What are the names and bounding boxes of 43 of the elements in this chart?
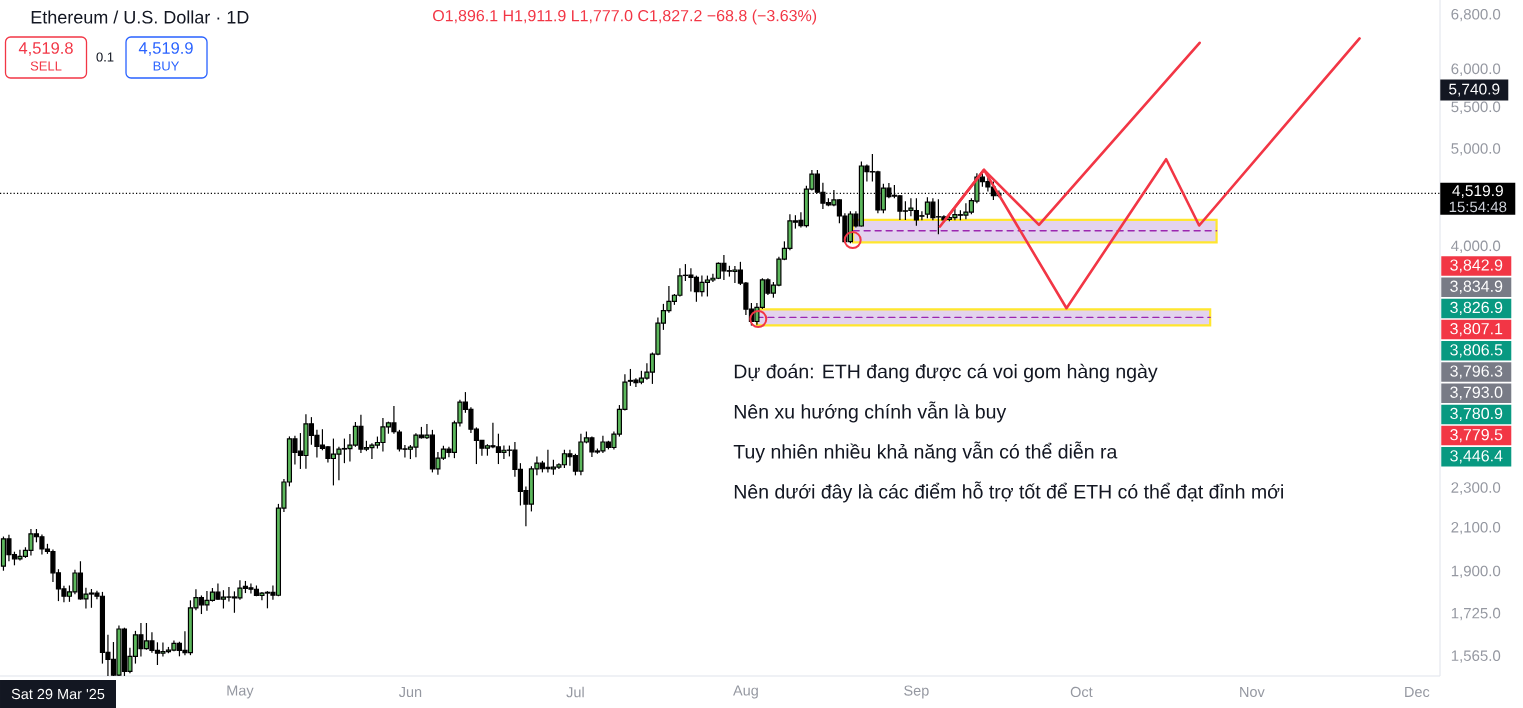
y-tick-label: 2,300.0: [1451, 482, 1501, 495]
annotation: 4,519.8: [18, 42, 73, 56]
x-tick-label: Jul: [566, 686, 584, 698]
x-tick-label: Oct: [1070, 686, 1093, 698]
annotation: BUY: [153, 61, 180, 71]
y-tick-label: 1,900.0: [1451, 565, 1501, 579]
y-tick-label: 1,725.0: [1451, 607, 1501, 621]
text: 3,806.5: [1450, 344, 1503, 358]
chart-title: Ethereum / U.S. Dollar · 1D: [31, 10, 249, 24]
y-tick-label: 5,500.0: [1451, 101, 1501, 114]
annotation: Tuy nhiên nhiều khả năng vẫn có thể diễn ra: [733, 441, 1118, 463]
x-tick-label: May: [227, 685, 254, 699]
x-tick-label: Jun: [398, 686, 422, 698]
text: 3,793.0: [1450, 386, 1503, 400]
text: 3,779.5: [1450, 428, 1503, 443]
annotation: 4,519.9: [138, 42, 193, 56]
text: 15:54:48: [1449, 201, 1507, 213]
text: 3,834.9: [1450, 280, 1503, 294]
x-tick-label: Sep: [904, 685, 929, 699]
ref-line-label: 4,519.9: [1452, 185, 1503, 198]
x-tick-label: Dec: [1405, 686, 1430, 698]
annotation: 0.1: [96, 52, 114, 62]
annotation: SELL: [30, 61, 62, 71]
text: 3,446.4: [1450, 450, 1503, 464]
annotation: Dự đoán: ETH đang được cá voi gom hàng ngày: [734, 363, 1158, 383]
y-tick-label: 5,000.0: [1451, 143, 1501, 156]
text: 3,842.9: [1450, 259, 1503, 273]
y-tick-label: 6,800.0: [1451, 8, 1501, 22]
text: 3,826.9: [1450, 301, 1503, 316]
text: 3,780.9: [1450, 407, 1503, 422]
y-tick-label: 2,100.0: [1451, 521, 1501, 535]
annotation: Nên dưới đây là các điểm hỗ trợ tốt để ETH có thể đạt đỉnh mới: [734, 481, 1283, 503]
text: O1,896.1 H1,911.9 L1,777.0 C1,827.2 −68.8 (−3.63%): [433, 9, 817, 25]
y-tick-label: 6,000.0: [1451, 63, 1501, 76]
text: 3,796.3: [1450, 365, 1503, 379]
x-tick-label: Aug: [733, 685, 758, 699]
y-tick-label: 1,565.0: [1451, 650, 1501, 663]
text: 3,807.1: [1450, 322, 1503, 337]
y-tick-label: 4,000.0: [1451, 240, 1501, 253]
text: Sat 29 Mar '25: [11, 688, 105, 700]
text: 5,740.9: [1449, 83, 1500, 97]
annotation: Nên xu hướng chính vẫn là buy: [734, 401, 1007, 423]
x-tick-label: Nov: [1240, 686, 1265, 698]
